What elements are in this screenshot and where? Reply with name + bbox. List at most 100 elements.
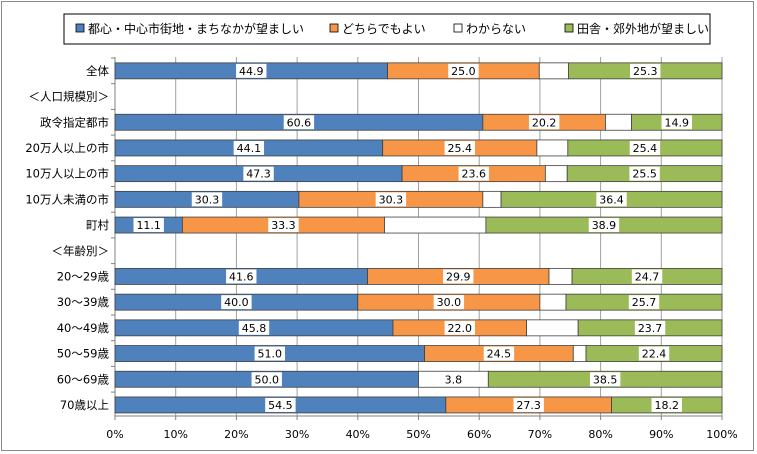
x-tick-label: 100% (706, 428, 737, 441)
category-label: 60～69歳 (57, 372, 110, 386)
data-label-bg (441, 372, 466, 387)
data-label: 36.4 (599, 193, 624, 206)
data-label-bg (661, 115, 692, 130)
data-label-bg (589, 372, 621, 387)
legend-label-1: 都心・中心市街地・まちなかが望ましい (88, 21, 304, 36)
category-label: 全体 (86, 64, 109, 78)
data-label: 14.9 (665, 116, 690, 129)
x-tick-label: 20% (224, 428, 248, 441)
data-label: 23.6 (461, 168, 486, 181)
data-label-bg (226, 269, 257, 284)
category-label: 20～29歳 (57, 269, 110, 283)
data-label-bg (596, 192, 627, 207)
data-label: 50.0 (255, 373, 280, 386)
x-tick-label: 10% (163, 428, 187, 441)
data-label-bg (265, 397, 296, 412)
legend-swatch-2 (329, 23, 339, 33)
x-tick-label: 70% (528, 428, 552, 441)
data-label: 54.5 (268, 399, 293, 412)
x-tick-label: 0% (106, 428, 123, 441)
data-label-bg (238, 320, 270, 335)
data-label: 23.7 (638, 322, 663, 335)
x-tick-label: 40% (346, 428, 370, 441)
legend-box (63, 13, 711, 45)
data-label: 47.3 (246, 168, 271, 181)
data-label-bg (191, 192, 223, 207)
bar-segment (544, 165, 568, 183)
data-label: 41.6 (229, 270, 254, 283)
legend-swatch-3 (453, 23, 463, 33)
bar-segment (539, 293, 567, 311)
data-label-bg (133, 218, 164, 233)
category-label: 20万人以上の市 (25, 141, 109, 155)
data-label: 60.6 (287, 116, 312, 129)
bar-segment (536, 139, 569, 157)
category-label: 50～59歳 (57, 347, 110, 361)
data-label-bg (513, 397, 544, 412)
data-label-bg (254, 346, 285, 361)
data-label: 29.9 (446, 270, 471, 283)
category-label: 70歳以上 (60, 398, 109, 412)
data-label: 25.5 (632, 168, 657, 181)
data-label: 25.7 (632, 296, 657, 309)
data-label-bg (243, 166, 274, 181)
data-label-bg (634, 320, 666, 335)
bar-segment (605, 113, 632, 131)
data-label-bg (458, 166, 489, 181)
data-label: 25.4 (448, 142, 473, 155)
section-label: ＜年齢別＞ (52, 244, 110, 258)
data-label-bg (375, 192, 407, 207)
data-label: 44.9 (239, 65, 264, 78)
section-label: ＜人口規模別＞ (29, 90, 110, 104)
data-label: 20.2 (532, 116, 557, 129)
data-label-bg (588, 218, 620, 233)
data-label: 24.5 (487, 348, 512, 361)
data-label-bg (221, 295, 252, 310)
bar-segment (548, 268, 573, 285)
bar-segment (482, 190, 502, 208)
x-tick-label: 60% (467, 428, 491, 441)
bar-segment (538, 62, 569, 80)
data-label: 22.0 (448, 322, 473, 335)
data-label-bg (483, 346, 515, 361)
data-label: 45.8 (242, 322, 267, 335)
data-label-bg (638, 346, 670, 361)
category-label: 政令指定都市 (40, 115, 109, 129)
data-label: 38.5 (593, 373, 618, 386)
data-label-bg (630, 63, 661, 78)
category-label: 町村 (86, 218, 109, 232)
data-label-bg (251, 372, 282, 387)
data-label-bg (443, 269, 474, 284)
bar-segment (572, 345, 587, 362)
data-label: 38.9 (592, 219, 617, 232)
data-label-bg (629, 166, 660, 181)
data-label: 44.1 (237, 142, 262, 155)
data-label-bg (444, 140, 475, 155)
data-label-bg (268, 218, 299, 233)
data-label: 18.2 (655, 399, 680, 412)
data-label: 30.0 (437, 296, 462, 309)
x-tick-label: 50% (406, 428, 430, 441)
category-label: 30～39歳 (57, 295, 110, 309)
bar-segment (384, 216, 487, 234)
data-label: 11.1 (136, 219, 161, 232)
data-label: 3.8 (445, 373, 463, 386)
data-label: 40.0 (224, 296, 249, 309)
legend-swatch-4 (564, 23, 574, 33)
data-label: 25.4 (633, 142, 658, 155)
data-label: 25.0 (451, 65, 476, 78)
data-label-bg (628, 295, 660, 310)
legend-label-2: どちらでもよい (342, 22, 426, 36)
data-label-bg (448, 63, 479, 78)
data-label-bg (433, 295, 465, 310)
category-label: 40～49歳 (57, 321, 110, 335)
data-label: 51.0 (258, 348, 283, 361)
data-label-bg (233, 140, 265, 155)
category-label: 10万人以上の市 (25, 167, 109, 181)
x-tick-label: 90% (649, 428, 673, 441)
legend-label-4: 田舎・郊外地が望ましい (577, 21, 709, 36)
x-tick-label: 30% (285, 428, 309, 441)
data-label-bg (236, 63, 267, 78)
bar-segment (526, 319, 579, 337)
